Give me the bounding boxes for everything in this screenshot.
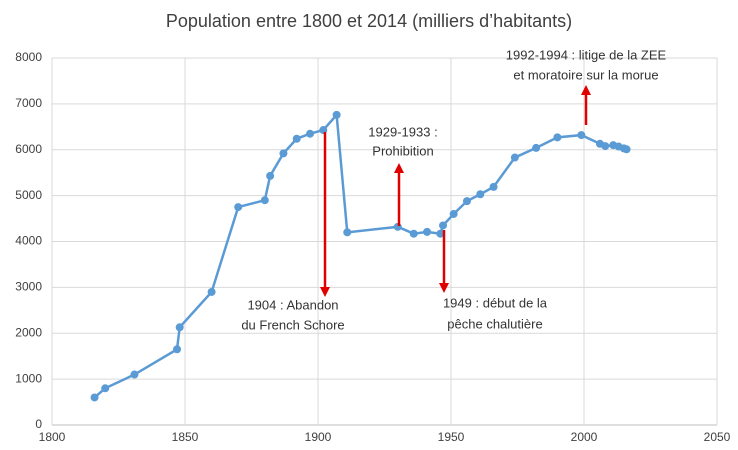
- data-point: [553, 133, 562, 142]
- annotation: 1992-1994 : litige de la ZEE: [506, 47, 667, 62]
- data-point: [279, 149, 288, 158]
- data-point: [449, 209, 458, 218]
- y-tick-label: 3000: [15, 280, 42, 294]
- data-point: [306, 129, 315, 138]
- annotation: et moratoire sur la morue: [513, 67, 658, 82]
- x-tick-label: 2000: [571, 430, 598, 444]
- y-tick-label: 8000: [15, 50, 42, 64]
- y-tick-label: 6000: [15, 142, 42, 156]
- data-point: [90, 393, 99, 402]
- y-tick-label: 1000: [15, 371, 42, 385]
- data-point: [332, 110, 341, 119]
- annotation: 1929-1933 :: [368, 124, 437, 139]
- data-point: [409, 229, 418, 238]
- data-point: [266, 171, 275, 180]
- data-point: [343, 228, 352, 237]
- data-point: [260, 196, 269, 205]
- data-point: [462, 197, 471, 206]
- data-point: [423, 227, 432, 236]
- data-point: [439, 221, 448, 230]
- y-tick-label: 5000: [15, 188, 42, 202]
- series-line: [93, 111, 627, 399]
- data-point: [510, 153, 519, 162]
- data-point: [476, 190, 485, 199]
- data-point: [207, 287, 216, 296]
- annotation: 1949 : début de la: [443, 295, 548, 310]
- data-point: [489, 182, 498, 191]
- data-point: [622, 145, 631, 154]
- data-point: [601, 142, 610, 151]
- annotation: pêche chalutière: [447, 316, 542, 331]
- x-tick-label: 1850: [172, 430, 199, 444]
- annotation: Prohibition: [372, 143, 433, 158]
- x-tick-label: 1950: [438, 430, 465, 444]
- annotation: du French Schore: [241, 317, 344, 332]
- data-point: [577, 131, 586, 140]
- data-point: [130, 370, 139, 379]
- data-point: [292, 134, 301, 143]
- data-point: [436, 229, 445, 238]
- y-tick-label: 0: [35, 417, 42, 431]
- data-point: [175, 323, 184, 332]
- arrows: [320, 85, 591, 297]
- data-point: [234, 203, 243, 212]
- annotation: 1904 : Abandon: [247, 297, 338, 312]
- data-point: [173, 345, 182, 354]
- y-tick-label: 4000: [15, 234, 42, 248]
- data-point: [101, 384, 110, 393]
- chart-title: Population entre 1800 et 2014 (milliers …: [166, 11, 572, 31]
- y-tick-label: 7000: [15, 96, 42, 110]
- y-tick-label: 2000: [15, 325, 42, 339]
- data-point: [532, 143, 541, 152]
- x-tick-label: 1900: [305, 430, 332, 444]
- x-tick-label: 2050: [704, 430, 731, 444]
- x-tick-label: 1800: [39, 430, 66, 444]
